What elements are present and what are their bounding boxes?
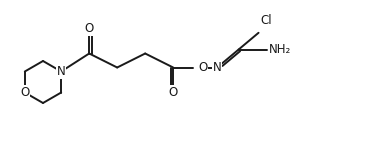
- Text: O: O: [169, 86, 178, 99]
- Text: O: O: [20, 86, 29, 99]
- Text: O: O: [198, 61, 208, 74]
- Text: NH₂: NH₂: [269, 43, 291, 56]
- Text: Cl: Cl: [260, 14, 272, 27]
- Text: O: O: [85, 22, 94, 35]
- Text: N: N: [57, 65, 65, 78]
- Text: N: N: [213, 61, 222, 74]
